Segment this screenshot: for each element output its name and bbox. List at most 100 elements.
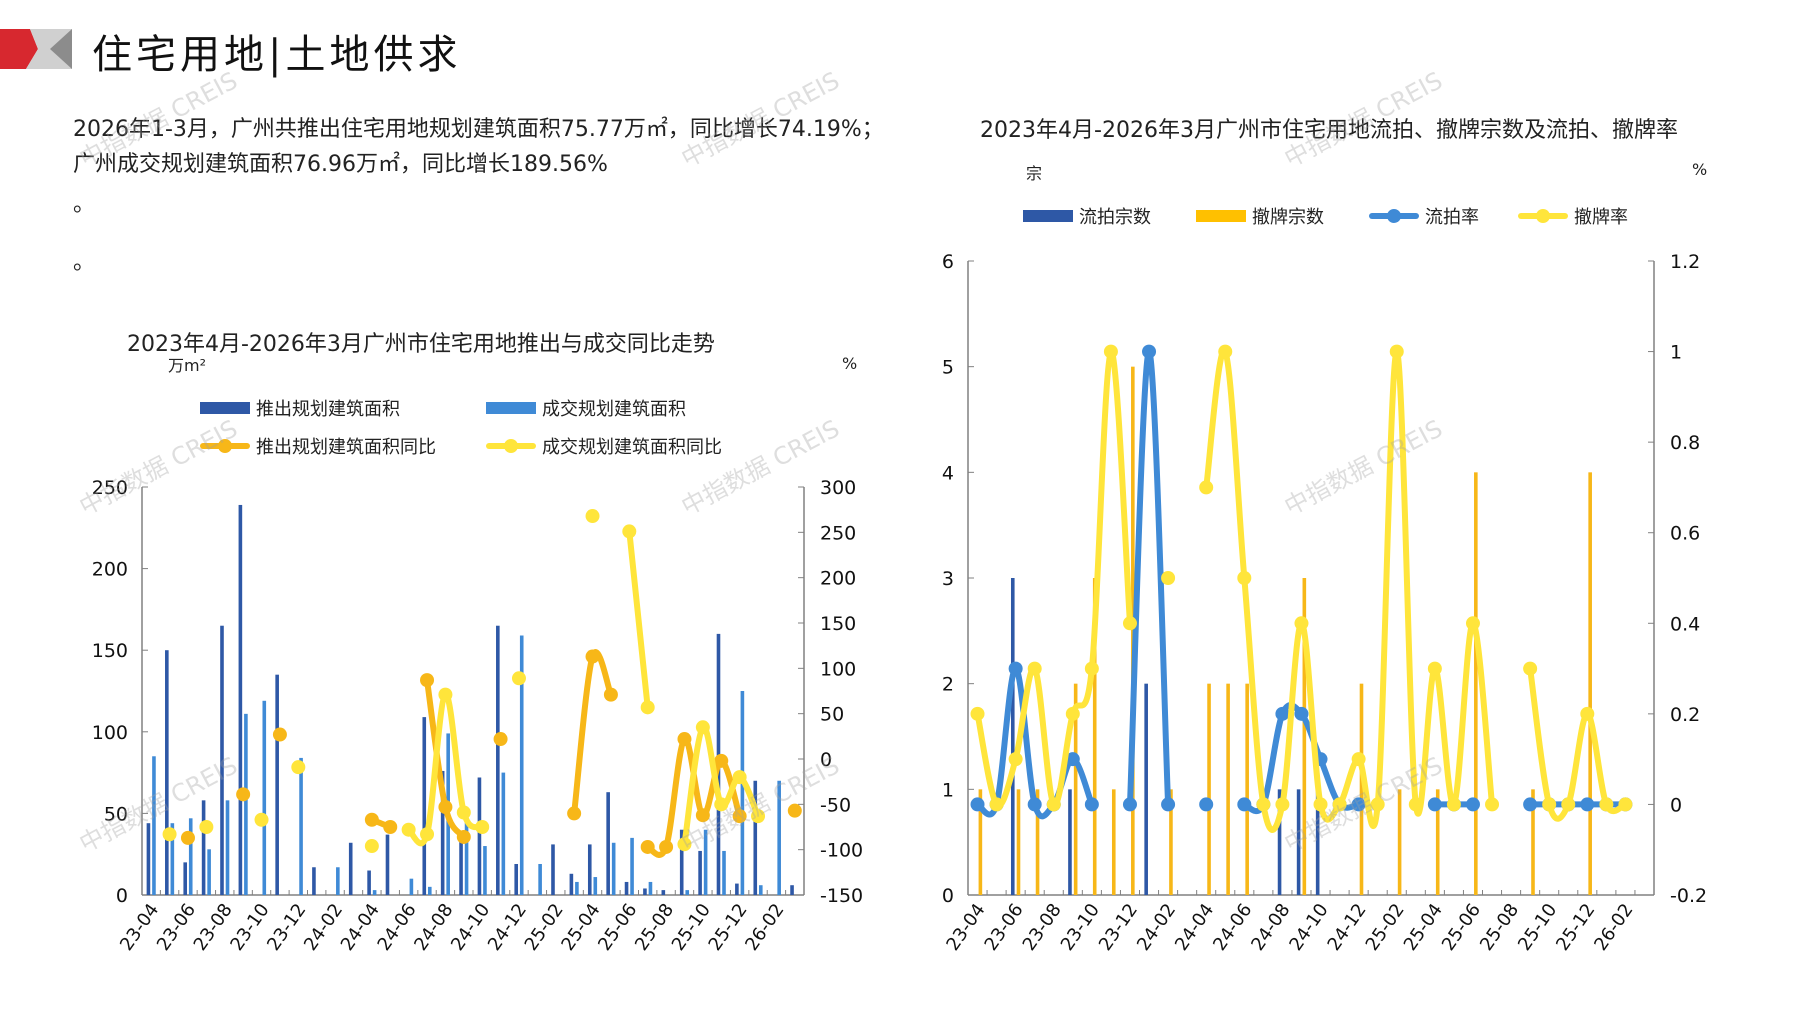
point-成交规划建筑面积同比 bbox=[364, 839, 379, 854]
summary-text: 2026年1-3月，广州共推出住宅用地规划建筑面积75.77万㎡，同比增长74.… bbox=[73, 117, 884, 177]
bar-撤牌宗数 bbox=[1016, 789, 1021, 895]
point-撤牌率 bbox=[1408, 797, 1423, 812]
y-tick-label: 100 bbox=[92, 722, 128, 744]
bar-流拍宗数 bbox=[1277, 789, 1282, 895]
bar-推出规划建筑面积 bbox=[312, 867, 316, 895]
bar-成交规划建筑面积 bbox=[427, 886, 432, 895]
x-tick-label: 24-02 bbox=[300, 900, 347, 955]
bar-推出规划建筑面积 bbox=[238, 504, 243, 895]
point-撤牌率 bbox=[1218, 344, 1233, 359]
x-tick-label: 24-02 bbox=[1133, 900, 1180, 955]
bar-流拍宗数 bbox=[1296, 789, 1301, 895]
y2-tick-label: 0 bbox=[1670, 794, 1682, 816]
bar-成交规划建筑面积 bbox=[483, 846, 487, 895]
bar-撤牌宗数 bbox=[1207, 683, 1211, 895]
point-推出规划建筑面积同比 bbox=[677, 732, 692, 747]
line-撤牌率 bbox=[974, 348, 1133, 809]
bar-撤牌宗数 bbox=[1588, 472, 1592, 895]
x-tick-label: 24-12 bbox=[484, 900, 531, 955]
x-tick-label: 25-02 bbox=[1362, 900, 1409, 955]
x-tick-label: 25-04 bbox=[1400, 900, 1447, 955]
legend-item-supply-yoy: 推出规划建筑面积同比 bbox=[200, 433, 436, 459]
bar-推出规划建筑面积 bbox=[440, 770, 445, 895]
x-tick-label: 23-10 bbox=[226, 900, 273, 955]
summary-end-mark: 。 bbox=[73, 192, 96, 217]
point-成交规划建筑面积同比 bbox=[511, 671, 526, 686]
x-tick-label: 24-04 bbox=[337, 900, 384, 955]
point-撤牌率 bbox=[1427, 661, 1442, 676]
point-成交规划建筑面积同比 bbox=[714, 797, 729, 812]
point-撤牌率 bbox=[1580, 706, 1595, 721]
x-tick-label: 23-04 bbox=[116, 900, 163, 955]
point-撤牌率 bbox=[1523, 661, 1538, 676]
x-tick-label: 24-04 bbox=[1171, 900, 1218, 955]
y2-tick-label: 50 bbox=[820, 704, 844, 726]
bar-成交规划建筑面积 bbox=[538, 863, 542, 895]
x-tick-label: 24-10 bbox=[1285, 900, 1332, 955]
y2-tick-label: 100 bbox=[820, 658, 856, 680]
bar-成交规划建筑面积 bbox=[372, 890, 377, 895]
bar-成交规划建筑面积 bbox=[758, 885, 763, 895]
x-tick-label: 23-12 bbox=[1095, 900, 1142, 955]
bar-成交规划建筑面积 bbox=[207, 849, 211, 895]
legend-item-deal-yoy: 成交规划建筑面积同比 bbox=[486, 433, 722, 459]
x-tick-label: 23-10 bbox=[1057, 900, 1104, 955]
bar-撤牌宗数 bbox=[1111, 789, 1116, 895]
y-tick-label: 250 bbox=[92, 477, 128, 499]
bar-推出规划建筑面积 bbox=[790, 885, 794, 895]
point-流拍率 bbox=[1199, 797, 1214, 812]
point-成交规划建筑面积同比 bbox=[291, 760, 306, 775]
point-成交规划建筑面积同比 bbox=[677, 837, 692, 852]
bar-推出规划建筑面积 bbox=[551, 844, 555, 895]
legend-item-failed-rate: 流拍率 bbox=[1369, 203, 1479, 229]
point-撤牌率 bbox=[1237, 571, 1252, 585]
legend-label: 撤牌宗数 bbox=[1252, 207, 1324, 228]
point-撤牌率 bbox=[970, 706, 985, 721]
x-tick-label: 25-06 bbox=[1438, 900, 1485, 955]
point-成交规划建筑面积同比 bbox=[401, 822, 416, 837]
bar-成交规划建筑面积 bbox=[225, 800, 230, 895]
bar-成交规划建筑面积 bbox=[336, 867, 340, 895]
legend-label: 流拍宗数 bbox=[1079, 207, 1151, 228]
bar-推出规划建筑面积 bbox=[661, 890, 666, 895]
bar-推出规划建筑面积 bbox=[753, 780, 758, 895]
point-撤牌率 bbox=[1027, 661, 1042, 676]
bar-流拍宗数 bbox=[1010, 578, 1015, 895]
point-成交规划建筑面积同比 bbox=[695, 720, 710, 735]
bar-成交规划建筑面积 bbox=[630, 837, 634, 895]
bar-推出规划建筑面积 bbox=[569, 873, 574, 895]
y2-tick-label: 1.2 bbox=[1670, 251, 1700, 273]
point-成交规划建筑面积同比 bbox=[162, 827, 177, 842]
point-推出规划建筑面积同比 bbox=[236, 787, 251, 802]
legend-label: 流拍率 bbox=[1425, 207, 1479, 228]
legend-item-deal-area: 成交规划建筑面积 bbox=[486, 395, 686, 421]
y2-tick-label: 300 bbox=[820, 477, 856, 499]
point-流拍率 bbox=[1161, 797, 1176, 812]
point-撤牌率 bbox=[1275, 797, 1290, 812]
y2-tick-label: 150 bbox=[820, 613, 856, 635]
y2-tick-label: 0.8 bbox=[1670, 432, 1700, 454]
point-撤牌率 bbox=[1046, 797, 1061, 812]
bar-推出规划建筑面积 bbox=[698, 850, 702, 895]
y2-tick-label: 0 bbox=[820, 749, 832, 771]
point-推出规划建筑面积同比 bbox=[585, 649, 600, 664]
bar-成交规划建筑面积 bbox=[648, 881, 653, 895]
bar-成交规划建筑面积 bbox=[703, 829, 708, 895]
point-推出规划建筑面积同比 bbox=[493, 732, 508, 747]
point-流拍率 bbox=[1065, 752, 1080, 767]
y2-tick-label: 250 bbox=[820, 522, 856, 544]
bar-推出规划建筑面积 bbox=[220, 625, 224, 895]
legend-item-failed-count: 流拍宗数 bbox=[1023, 203, 1151, 229]
point-撤牌率 bbox=[1199, 480, 1214, 495]
bar-成交规划建筑面积 bbox=[244, 713, 248, 895]
legend-label: 撤牌率 bbox=[1574, 207, 1628, 228]
bar-推出规划建筑面积 bbox=[514, 863, 519, 895]
bar-撤牌宗数 bbox=[1435, 789, 1440, 895]
y-tick-label: 1 bbox=[942, 779, 954, 801]
right-y2-unit: % bbox=[1692, 160, 1708, 179]
bar-推出规划建筑面积 bbox=[643, 888, 647, 895]
x-tick-label: 25-02 bbox=[521, 900, 568, 955]
point-撤牌率 bbox=[1084, 661, 1099, 676]
legend-label: 成交规划建筑面积 bbox=[542, 399, 686, 420]
point-撤牌率 bbox=[1542, 797, 1557, 812]
